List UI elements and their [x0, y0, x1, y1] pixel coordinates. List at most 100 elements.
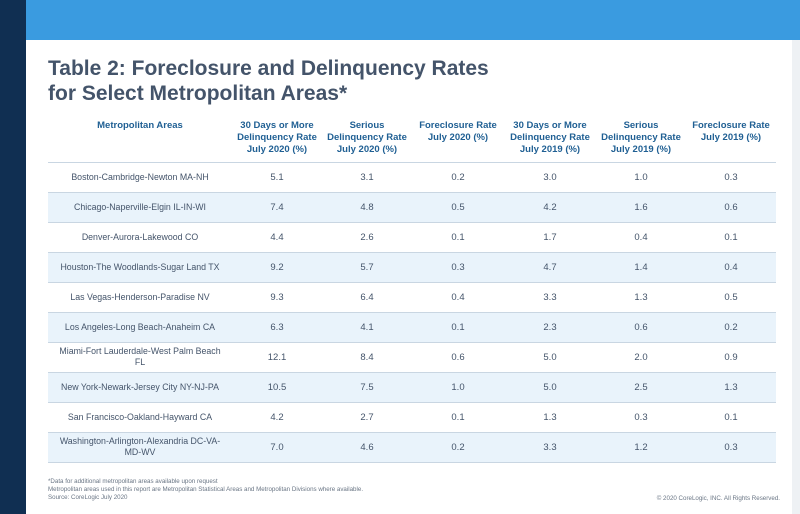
cell-foreclosure-2019: 0.9: [724, 351, 738, 363]
cell-foreclosure-2019: 1.3: [724, 381, 738, 393]
top-banner: [26, 0, 800, 40]
cell-serious-2019: 1.2: [634, 441, 648, 453]
cell-serious-2019: 0.4: [634, 231, 648, 243]
cell-serious-2020: 4.6: [360, 441, 374, 453]
cell-30day-2020: 10.5: [267, 381, 287, 393]
cell-foreclosure-2020: 0.3: [451, 261, 465, 273]
metro-name: Las Vegas-Henderson-Paradise NV: [70, 291, 210, 302]
table-row: Los Angeles-Long Beach-Anaheim CA 6.3 4.…: [48, 312, 776, 342]
cell-foreclosure-2019: 0.4: [724, 261, 738, 273]
table-row: Chicago-Naperville-Elgin IL-IN-WI 7.4 4.…: [48, 192, 776, 222]
cell-30day-2020: 9.3: [270, 291, 284, 303]
metro-name: Houston-The Woodlands-Sugar Land TX: [60, 261, 220, 272]
footnote-additional-data: *Data for additional metropolitan areas …: [48, 478, 218, 485]
cell-30day-2019: 1.7: [543, 231, 557, 243]
cell-foreclosure-2020: 0.5: [451, 201, 465, 213]
table-row: New York-Newark-Jersey City NY-NJ-PA 10.…: [48, 372, 776, 402]
cell-30day-2019: 5.0: [543, 381, 557, 393]
column-header-foreclosure-2019: Foreclosure Rate July 2019 (%): [692, 120, 770, 143]
cell-serious-2019: 1.0: [634, 171, 648, 183]
cell-serious-2020: 4.1: [360, 321, 374, 333]
metro-name: Boston-Cambridge-Newton MA-NH: [71, 171, 209, 182]
metro-name: Chicago-Naperville-Elgin IL-IN-WI: [74, 201, 206, 212]
cell-30day-2019: 4.7: [543, 261, 557, 273]
cell-serious-2019: 1.6: [634, 201, 648, 213]
column-header-serious-2019: Serious Delinquency Rate July 2019 (%): [601, 120, 681, 155]
cell-serious-2020: 4.8: [360, 201, 374, 213]
cell-serious-2020: 8.4: [360, 351, 374, 363]
cell-foreclosure-2020: 0.4: [451, 291, 465, 303]
cell-foreclosure-2020: 0.2: [451, 171, 465, 183]
metro-name: New York-Newark-Jersey City NY-NJ-PA: [61, 381, 219, 392]
cell-serious-2019: 2.5: [634, 381, 648, 393]
metro-name: San Francisco-Oakland-Hayward CA: [67, 411, 213, 422]
cell-foreclosure-2020: 1.0: [451, 381, 465, 393]
footnote-source: Source: CoreLogic July 2020: [48, 494, 128, 501]
cell-foreclosure-2020: 0.1: [451, 321, 465, 333]
cell-30day-2019: 2.3: [543, 321, 557, 333]
cell-30day-2019: 3.3: [543, 441, 557, 453]
cell-foreclosure-2020: 0.1: [451, 231, 465, 243]
table-row: Miami-Fort Lauderdale-West Palm Beach FL…: [48, 342, 776, 372]
copyright-notice: © 2020 CoreLogic, INC. All Rights Reserv…: [656, 495, 780, 502]
table-row: Houston-The Woodlands-Sugar Land TX 9.2 …: [48, 252, 776, 282]
cell-foreclosure-2020: 0.1: [451, 411, 465, 423]
footnote-metro-definition: Metropolitan areas used in this report a…: [48, 486, 364, 493]
cell-30day-2019: 1.3: [543, 411, 557, 423]
table-row: Las Vegas-Henderson-Paradise NV 9.3 6.4 …: [48, 282, 776, 312]
metro-name: Los Angeles-Long Beach-Anaheim CA: [64, 321, 216, 332]
column-header-foreclosure-2020: Foreclosure Rate July 2020 (%): [419, 120, 497, 143]
cell-foreclosure-2019: 0.1: [724, 231, 738, 243]
cell-30day-2020: 6.3: [270, 321, 284, 333]
footnotes: *Data for additional metropolitan areas …: [48, 478, 568, 502]
table-row: San Francisco-Oakland-Hayward CA 4.2 2.7…: [48, 402, 776, 432]
cell-serious-2020: 3.1: [360, 171, 374, 183]
cell-serious-2020: 7.5: [360, 381, 374, 393]
cell-30day-2019: 3.3: [543, 291, 557, 303]
cell-30day-2020: 7.0: [270, 441, 284, 453]
cell-foreclosure-2020: 0.6: [451, 351, 465, 363]
rates-table: Metropolitan Areas 30 Days or More Delin…: [48, 116, 776, 463]
table-row: Boston-Cambridge-Newton MA-NH 5.1 3.1 0.…: [48, 162, 776, 192]
table-title-line-2: for Select Metropolitan Areas*: [48, 82, 348, 105]
cell-30day-2020: 5.1: [270, 171, 284, 183]
table-title-line-1: Table 2: Foreclosure and Delinquency Rat…: [48, 57, 489, 80]
cell-serious-2019: 1.4: [634, 261, 648, 273]
cell-serious-2020: 5.7: [360, 261, 374, 273]
cell-foreclosure-2019: 0.1: [724, 411, 738, 423]
table-row: Denver-Aurora-Lakewood CO 4.4 2.6 0.1 1.…: [48, 222, 776, 252]
cell-30day-2020: 9.2: [270, 261, 284, 273]
cell-serious-2020: 2.6: [360, 231, 374, 243]
column-header-30day-2019: 30 Days or More Delinquency Rate July 20…: [510, 120, 590, 155]
table-row: Washington-Arlington-Alexandria DC-VA-MD…: [48, 432, 776, 462]
table-header-row: Metropolitan Areas 30 Days or More Delin…: [48, 116, 776, 162]
cell-30day-2019: 4.2: [543, 201, 557, 213]
cell-serious-2019: 0.3: [634, 411, 648, 423]
metro-name: Denver-Aurora-Lakewood CO: [81, 231, 199, 242]
cell-foreclosure-2019: 0.5: [724, 291, 738, 303]
cell-serious-2019: 1.3: [634, 291, 648, 303]
cell-30day-2019: 3.0: [543, 171, 557, 183]
metro-name: Washington-Arlington-Alexandria DC-VA-MD…: [59, 436, 221, 457]
cell-foreclosure-2020: 0.2: [451, 441, 465, 453]
cell-foreclosure-2019: 0.3: [724, 171, 738, 183]
cell-30day-2020: 7.4: [270, 201, 284, 213]
cell-foreclosure-2019: 0.3: [724, 441, 738, 453]
cell-serious-2020: 6.4: [360, 291, 374, 303]
column-header-30day-2020: 30 Days or More Delinquency Rate July 20…: [237, 120, 317, 155]
rates-table-container: Metropolitan Areas 30 Days or More Delin…: [48, 116, 776, 463]
cell-30day-2020: 4.4: [270, 231, 284, 243]
cell-serious-2020: 2.7: [360, 411, 374, 423]
right-edge: [792, 40, 800, 514]
cell-serious-2019: 2.0: [634, 351, 648, 363]
metro-name: Miami-Fort Lauderdale-West Palm Beach FL: [59, 346, 221, 367]
cell-30day-2020: 12.1: [267, 351, 287, 363]
column-header-serious-2020: Serious Delinquency Rate July 2020 (%): [327, 120, 407, 155]
column-header-metro: Metropolitan Areas: [97, 120, 183, 131]
cell-30day-2020: 4.2: [270, 411, 284, 423]
cell-30day-2019: 5.0: [543, 351, 557, 363]
cell-foreclosure-2019: 0.2: [724, 321, 738, 333]
cell-serious-2019: 0.6: [634, 321, 648, 333]
left-rail: [0, 0, 26, 514]
table-title: Table 2: Foreclosure and Delinquency Rat…: [48, 56, 648, 106]
